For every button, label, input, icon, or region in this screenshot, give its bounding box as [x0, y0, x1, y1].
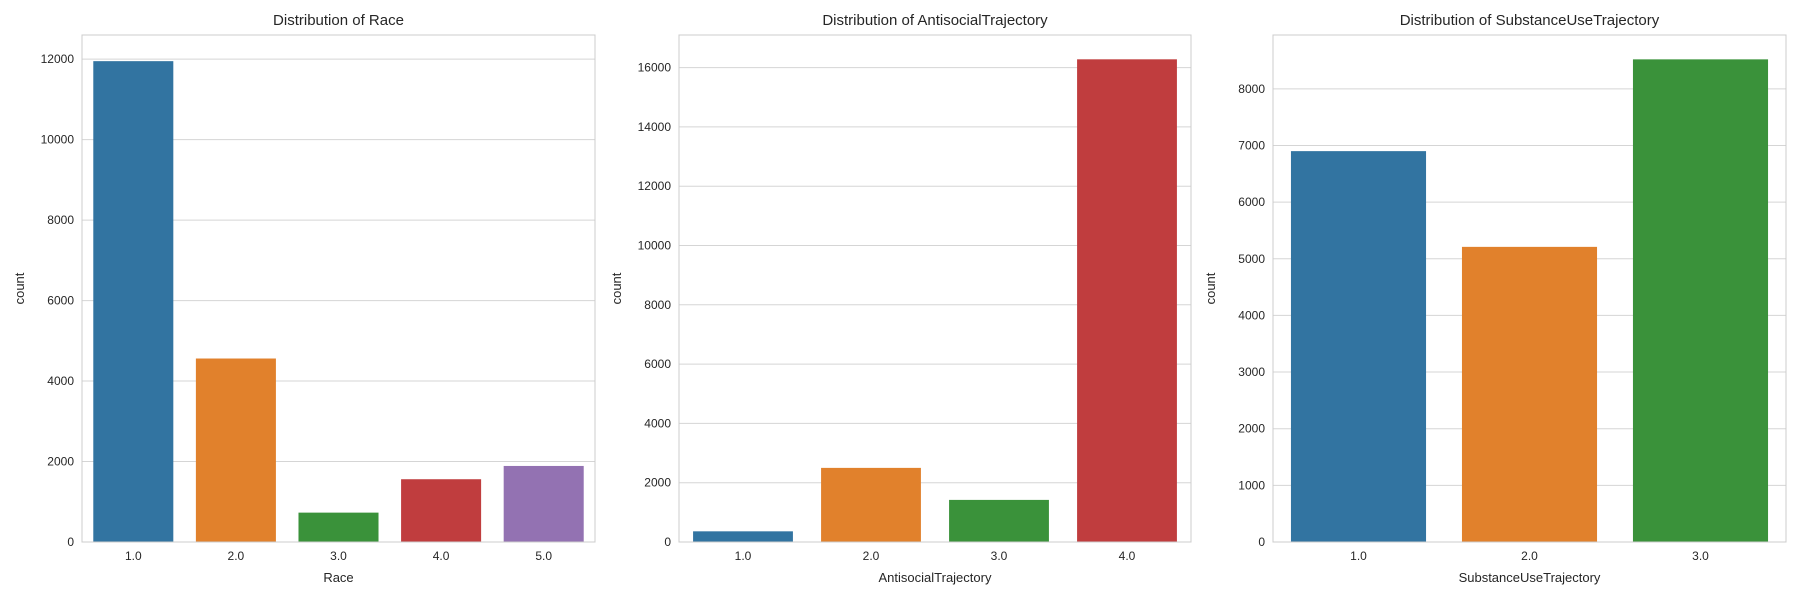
y-tick-label: 4000 [644, 416, 671, 430]
plot-frame [678, 34, 1192, 543]
bar-1-0 [1290, 151, 1427, 543]
bar-2-0 [821, 467, 921, 542]
y-tick-label: 12000 [638, 179, 672, 193]
x-tick-label: 4.0 [1119, 549, 1136, 563]
y-tick-label: 5000 [1238, 252, 1265, 266]
y-tick-label: 2000 [1238, 422, 1265, 436]
y-tick-label: 8000 [644, 298, 671, 312]
y-tick-label: 12000 [41, 52, 75, 66]
y-tick-label: 0 [1258, 535, 1265, 549]
y-tick-label: 3000 [1238, 365, 1265, 379]
y-tick-label: 2000 [644, 476, 671, 490]
chart-panel-3: 0 1000 2000 3000 4000 5000 6000 7000 8000 1.0 2.0 3… [1203, 12, 1787, 585]
x-tick-label: 2.0 [1521, 549, 1538, 563]
y-tick-label: 6000 [47, 294, 74, 308]
x-tick-label: 3.0 [330, 549, 347, 563]
y-tick-label: 6000 [1238, 195, 1265, 209]
chart-panel-1: 0 2000 4000 6000 8000 10000 12000 1.0 2.0 3.0 4.0 5… [12, 12, 596, 585]
y-tick-label: 8000 [47, 213, 74, 227]
x-tick-label: 2.0 [228, 549, 245, 563]
bar-4-0 [401, 479, 482, 542]
x-tick-label: 2.0 [863, 549, 880, 563]
x-tick-label: 4.0 [433, 549, 450, 563]
y-tick-label: 4000 [1238, 308, 1265, 322]
x-axis-label: SubstanceUseTrajectory [1459, 570, 1601, 585]
chart-title: Distribution of Race [273, 12, 404, 29]
y-axis-label: count [12, 272, 27, 304]
y-tick-label: 0 [664, 535, 671, 549]
x-tick-label: 3.0 [991, 549, 1008, 563]
x-tick-label: 5.0 [535, 549, 552, 563]
plot-frame [1272, 34, 1787, 543]
chart-panel-2: 0 2000 4000 6000 8000 10000 12000 14000 16000 1.0… [609, 12, 1192, 585]
bar-3-0 [1632, 59, 1769, 543]
bar-5-0 [503, 465, 584, 542]
bar-1-0 [93, 61, 174, 543]
y-tick-label: 4000 [47, 374, 74, 388]
y-tick-label: 8000 [1238, 82, 1265, 96]
y-tick-label: 2000 [47, 455, 74, 469]
x-tick-label: 1.0 [125, 549, 142, 563]
y-tick-label: 6000 [644, 357, 671, 371]
y-tick-label: 0 [67, 535, 74, 549]
bar-3-0 [949, 499, 1049, 542]
y-tick-label: 1000 [1238, 478, 1265, 492]
y-tick-label: 7000 [1238, 138, 1265, 152]
bar-2-0 [195, 358, 276, 542]
bar-2-0 [1461, 246, 1598, 542]
x-axis-label: Race [323, 570, 353, 585]
x-tick-label: 1.0 [1350, 549, 1367, 563]
y-tick-label: 10000 [41, 133, 75, 147]
bar-4-0 [1077, 59, 1177, 542]
bar-1-0 [693, 531, 793, 542]
y-tick-label: 14000 [638, 120, 672, 134]
x-tick-label: 3.0 [1692, 549, 1709, 563]
y-axis-label: count [1203, 272, 1218, 304]
bar-3-0 [298, 512, 379, 542]
x-tick-label: 1.0 [735, 549, 752, 563]
y-tick-label: 10000 [638, 239, 672, 253]
x-axis-label: AntisocialTrajectory [879, 570, 992, 585]
plot-frame [81, 34, 596, 543]
y-tick-label: 16000 [638, 61, 672, 75]
chart-title: Distribution of SubstanceUseTrajectory [1400, 12, 1660, 29]
chart-title: Distribution of AntisocialTrajectory [822, 12, 1048, 29]
y-axis-label: count [609, 272, 624, 304]
